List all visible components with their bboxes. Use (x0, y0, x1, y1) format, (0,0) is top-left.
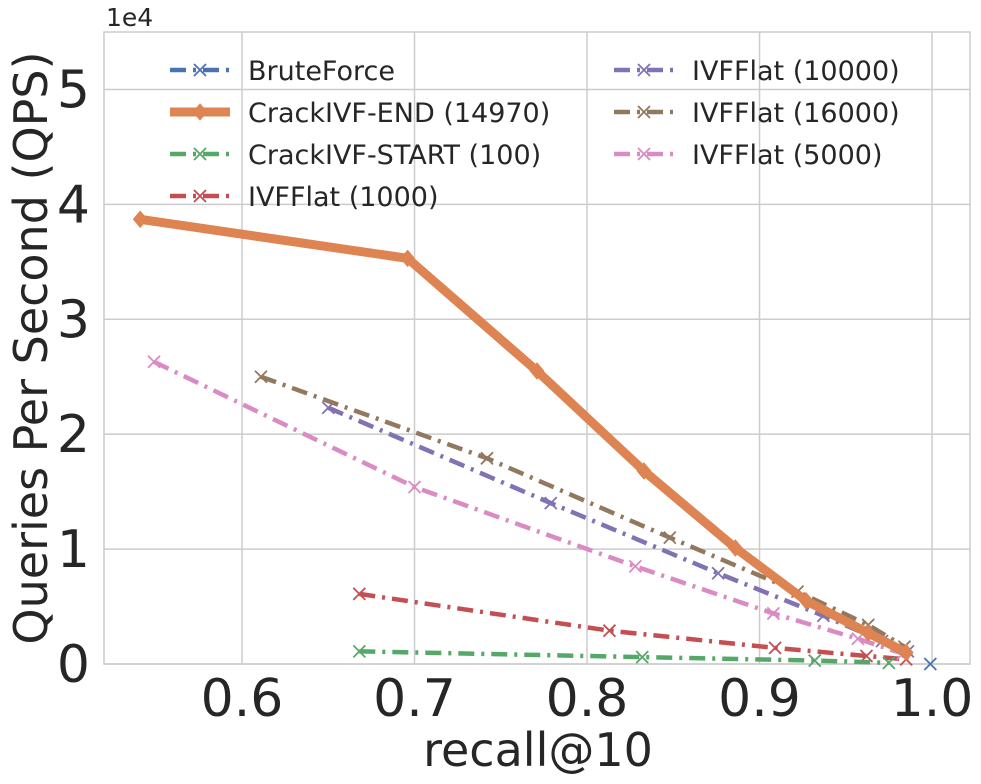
data-point-marker (727, 539, 743, 557)
legend-swatch (614, 63, 674, 77)
y-tick-label: 4 (57, 175, 90, 235)
legend-swatch (170, 63, 230, 77)
data-point-marker (544, 496, 558, 510)
series-line (139, 214, 909, 657)
data-point-marker (480, 451, 494, 465)
legend-label: CrackIVF-END (14970) (248, 98, 550, 129)
series-crackivf-end-14970 (132, 210, 914, 662)
data-point-marker (637, 105, 651, 119)
data-point-marker (400, 249, 416, 268)
data-point-marker (766, 606, 780, 621)
data-point-marker (882, 656, 896, 670)
y-tick-label: 0 (57, 635, 90, 695)
data-point-marker (635, 650, 649, 664)
legend-label: IVFFlat (10000) (692, 56, 900, 87)
data-point-marker (860, 624, 876, 642)
y-tick-label: 5 (57, 60, 90, 120)
data-point-marker (636, 462, 652, 480)
data-point-marker (808, 653, 822, 668)
data-point-marker (192, 103, 208, 121)
data-point-marker (254, 370, 268, 384)
data-point-marker (193, 189, 207, 203)
data-point-marker (352, 644, 366, 658)
series-layer (132, 210, 937, 671)
legend-label: CrackIVF-START (100) (248, 140, 541, 171)
data-point-marker (193, 147, 207, 161)
data-point-marker (193, 63, 207, 77)
x-axis: 0.6 0.7 0.8 0.9 1.0 (201, 669, 974, 729)
data-point-marker (529, 362, 545, 380)
legend-swatch (170, 189, 230, 203)
y-axis: 0 1 2 3 4 5 (57, 60, 90, 695)
legend-swatch (170, 103, 230, 121)
x-tick-label: 0.8 (546, 669, 629, 729)
legend-swatch (614, 147, 674, 161)
x-axis-label: recall@10 (423, 723, 653, 777)
x-tick-label: 1.0 (891, 669, 974, 729)
legend: BruteForce CrackIVF-END (14970) CrackIVF… (170, 56, 900, 213)
legend-label: IVFFlat (5000) (692, 140, 883, 171)
y-tick-label: 2 (57, 405, 90, 465)
data-point-marker (628, 559, 642, 573)
series-crackivf-start-100 (352, 644, 896, 670)
data-point-marker (637, 63, 651, 77)
y-tick-label: 1 (57, 520, 90, 580)
series-bruteforce (923, 657, 937, 671)
series-line (153, 359, 904, 656)
data-point-marker (147, 355, 161, 369)
data-point-marker (637, 147, 651, 161)
data-point-marker (407, 480, 422, 494)
x-tick-label: 0.6 (201, 669, 284, 729)
data-point-marker (898, 643, 914, 662)
legend-swatch (614, 105, 674, 119)
data-point-marker (768, 641, 782, 655)
series-line (359, 649, 889, 666)
y-axis-label: Queries Per Second (QPS) (4, 51, 58, 644)
legend-label: IVFFlat (16000) (692, 98, 900, 129)
x-tick-label: 0.7 (373, 669, 456, 729)
legend-swatch (170, 147, 230, 161)
y-offset-label: 1e4 (106, 3, 153, 32)
data-point-marker (352, 587, 366, 601)
data-point-marker (798, 592, 814, 610)
data-point-marker (602, 624, 617, 638)
plot-area (103, 31, 971, 665)
data-point-marker (663, 530, 677, 545)
series-line (260, 374, 906, 649)
data-point-marker (711, 566, 725, 580)
data-point-marker (132, 210, 148, 229)
legend-label: BruteForce (248, 56, 395, 87)
legend-label: IVFFlat (1000) (248, 182, 439, 213)
y-tick-label: 3 (57, 290, 90, 350)
series-ivfflat-5000 (147, 355, 910, 661)
data-point-marker (923, 657, 937, 671)
x-tick-label: 0.9 (718, 669, 801, 729)
grid (104, 32, 970, 665)
